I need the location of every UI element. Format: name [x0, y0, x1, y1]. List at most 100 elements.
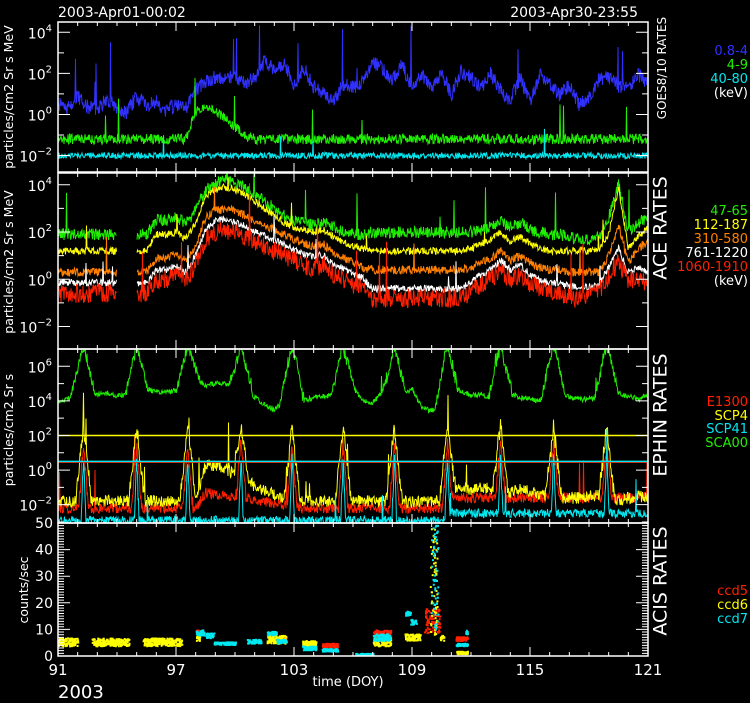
acis-data-cluster [372, 633, 392, 642]
y-tick-label: 50 [35, 516, 53, 532]
legend-acis-ccd6: ccd6 [717, 598, 748, 613]
acis-data-cluster [424, 608, 442, 635]
ace-panel-title: ACE RATES [649, 176, 672, 280]
acis-data-cluster [246, 638, 263, 645]
y-tick-label: 104 [28, 392, 52, 411]
acis-data-cluster [321, 642, 339, 649]
y-tick-label: 104 [28, 176, 52, 195]
series-ccd6 [58, 528, 469, 656]
legend-ace-112-187: 112-187 [693, 218, 748, 233]
series-47-65 [58, 173, 648, 246]
legend-goes-0.8-4: 0.8-4 [714, 44, 748, 59]
y-tick-label: 106 [28, 357, 52, 376]
legend-goes-4-9: 4-9 [726, 58, 748, 73]
series-0.8-4 [58, 25, 648, 120]
legend-goes-40-80: 40-80 [710, 72, 748, 87]
acis-data-cluster [439, 634, 446, 642]
panel-acis-rates: 0 10 20 30 40 50 [35, 516, 649, 665]
acis-y-axis-title: counts/sec [15, 556, 31, 624]
panel-goes8-10-rates: 104 102 100 10−2 [19, 21, 649, 173]
ephin-y-axis-title: particles/cm2 Sr s [0, 373, 16, 487]
legend-ace-1060-1910: 1060-1910 [677, 260, 748, 275]
acis-data-cluster [405, 610, 412, 617]
legend-ephin-scp41: SCP41 [706, 422, 748, 437]
x-axis-title: time (DOY) [312, 675, 384, 690]
x-tick-label: 97 [166, 661, 185, 679]
y-tick-label: 100 [28, 461, 52, 480]
y-tick-label: 20 [35, 596, 53, 612]
acis-data-cluster [195, 634, 202, 642]
ephin-panel-title: EPHIN RATES [649, 353, 672, 477]
y-tick-label: 102 [28, 64, 52, 83]
acis-data-cluster [195, 629, 206, 637]
x-tick-label: 103 [280, 661, 309, 679]
acis-data-cluster [355, 652, 375, 656]
acis-data-cluster [465, 629, 469, 636]
panel-ephin-rates: 106 104 102 100 10−2 [19, 348, 649, 524]
plot-area [58, 25, 648, 161]
series-310-580 [58, 186, 648, 278]
legend-ace-units: (keV) [713, 274, 748, 289]
series-40-80 [58, 128, 648, 161]
legend-ace-47-65: 47-65 [710, 204, 748, 219]
plot-area [58, 524, 469, 656]
acis-panel-title: ACIS RATES [649, 526, 672, 636]
series-112-187 [58, 177, 648, 257]
start-time-label: 2003-Apr01-00:02 [58, 5, 186, 21]
series-1060-1910 [58, 183, 648, 309]
y-tick-label: 100 [28, 270, 52, 289]
year-label: 2003 [58, 682, 104, 703]
plot-area [58, 349, 648, 523]
acis-data-cluster [205, 632, 216, 640]
legend-ace-310-580: 310-580 [693, 232, 748, 247]
y-tick-label: 10−2 [19, 318, 52, 337]
legend-acis-ccd7: ccd7 [717, 612, 748, 627]
legend-goes-units: (keV) [713, 86, 748, 101]
goes-y-axis-title: particles/cm2 Sr s MeV [0, 25, 16, 169]
acis-data-cluster [91, 637, 131, 648]
y-tick-label: 102 [28, 223, 52, 242]
acis-data-cluster [213, 641, 237, 646]
acis-data-cluster [430, 524, 440, 631]
goes-panel-title: GOES8/10 RATES [655, 16, 669, 120]
x-tick-label: 115 [516, 661, 545, 679]
axis-ticks [57, 522, 649, 657]
series-e1300 [58, 436, 648, 515]
y-tick-label: 10−2 [19, 147, 52, 166]
y-tick-label: 30 [35, 569, 53, 585]
legend-ace-761-1220: 761-1220 [685, 246, 748, 261]
panel-ace-rates: 104 102 100 10−2 [19, 172, 649, 350]
y-tick-label: 100 [28, 105, 52, 124]
acis-data-cluster [404, 633, 422, 642]
panel-frame [57, 522, 649, 657]
axis-ticks [57, 22, 649, 172]
y-tick-label: 40 [35, 543, 53, 559]
acis-data-cluster [302, 640, 318, 648]
axis-ticks [57, 348, 649, 523]
x-tick-label: 109 [398, 661, 427, 679]
acis-data-cluster [276, 638, 288, 645]
series-scp4 [58, 392, 648, 509]
series-761-1220 [58, 214, 648, 294]
legend-ephin-scp4: SCP4 [714, 409, 748, 424]
x-tick-label: 91 [48, 661, 67, 679]
end-time-label: 2003-Apr30-23:55 [510, 5, 638, 21]
acis-data-cluster [429, 528, 439, 636]
acis-data-cluster [455, 642, 469, 648]
x-tick-label: 121 [634, 661, 663, 679]
acis-data-cluster [455, 636, 469, 642]
acis-data-cluster [301, 645, 318, 652]
y-tick-label: 10 [35, 622, 53, 638]
acis-data-cluster [410, 618, 418, 626]
y-tick-label: 102 [28, 426, 52, 445]
axis-ticks [57, 173, 649, 349]
plot-area [58, 173, 648, 309]
acis-data-cluster [266, 630, 278, 637]
series-4-9 [58, 77, 648, 146]
ace-y-axis-title: particles/cm2 Sr s MeV [0, 190, 16, 334]
y-tick-label: 0 [44, 649, 53, 665]
series-sca00 [58, 349, 648, 414]
acis-data-cluster [456, 650, 469, 656]
legend-acis-ccd5: ccd5 [717, 584, 748, 599]
